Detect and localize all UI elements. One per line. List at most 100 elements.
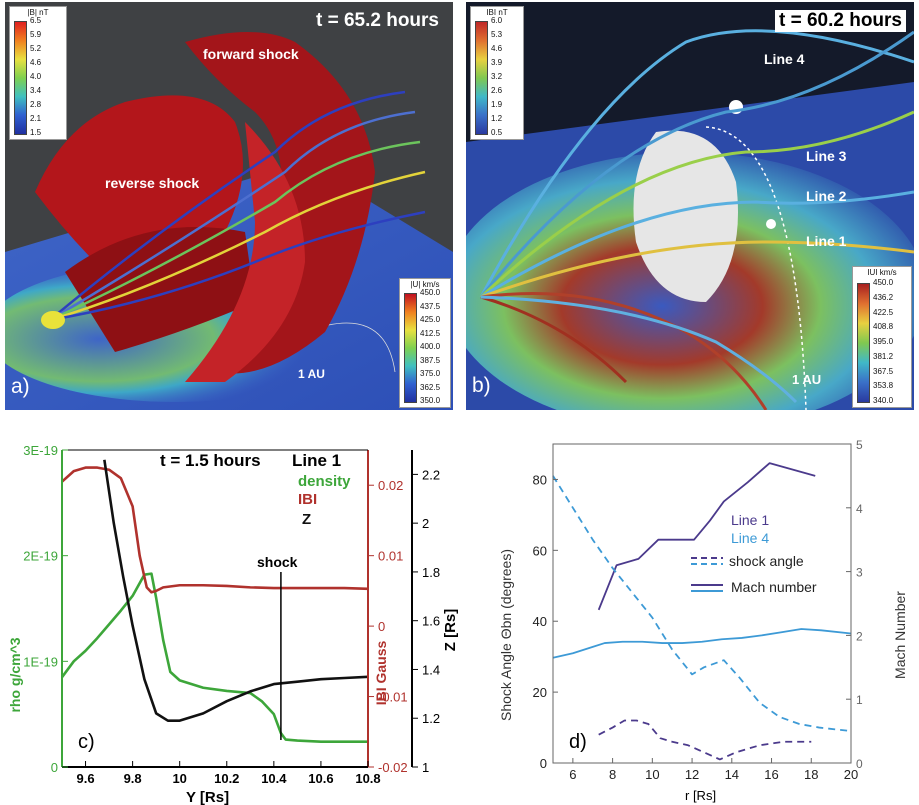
colorbar-tick-label: 5.3 — [491, 30, 503, 39]
line-2-label: Line 2 — [806, 188, 847, 204]
panel-a-u-colorbar: |U| km/s 450.0 437.5 425.0 412.5 400.0 387.5 3… — [399, 278, 451, 408]
panel-a-scene — [5, 32, 453, 410]
y-left-tick-label: 40 — [533, 614, 547, 629]
legend-b: IBI — [298, 491, 317, 508]
colorbar-tick-label: 340.0 — [873, 396, 894, 405]
y2-tick-label: 0.01 — [378, 549, 403, 564]
x-tick-label: 10.6 — [308, 771, 333, 786]
colorbar-tick-label: 425.0 — [420, 315, 441, 324]
legend-shock-angle: shock angle — [729, 553, 804, 569]
panel-b-scene — [466, 29, 914, 410]
forward-shock-label: forward shock — [203, 46, 299, 62]
colorbar-tick-label: 4.6 — [30, 58, 42, 67]
y-right-tick-label: 1 — [856, 693, 863, 707]
colorbar-tick-label: 367.5 — [873, 366, 894, 376]
y2-tick-label: -0.02 — [378, 760, 408, 775]
colorbar-gradient — [14, 21, 27, 135]
y2-tick-label: 0.02 — [378, 478, 403, 493]
colorbar-tick-label: 353.8 — [873, 381, 894, 391]
x-tick-label: 10.4 — [261, 771, 287, 786]
panel-b-b-colorbar: IBI nT 6.0 5.3 4.6 3.9 3.2 2.6 1.9 1.2 0.5 — [470, 6, 524, 140]
y-left-tick-label: 80 — [533, 472, 547, 487]
colorbar-tick-label: 381.2 — [873, 351, 894, 361]
legend-line-1: Line 1 — [731, 512, 769, 528]
y3-tick-label: 1.4 — [422, 662, 440, 677]
y-right-tick-label: 2 — [856, 629, 863, 643]
panel-c-chart: 9.6 9.8 10 10.2 10.4 10.6 10.801E-192E-193E-19… — [7, 443, 459, 805]
colorbar-tick-label: 2.6 — [491, 86, 503, 95]
colorbar-tick-label: 437.5 — [420, 301, 441, 311]
panel-a-time-label: t = 65.2 hours — [315, 10, 439, 31]
plot-frame — [552, 443, 852, 764]
x-tick-label: 8 — [609, 767, 616, 782]
y3-tick-label: 2 — [422, 516, 429, 531]
colorbar-tick-label: 1.9 — [491, 100, 503, 109]
colorbar-title: |B| nT — [27, 8, 49, 17]
line4-shock-angle-line — [552, 475, 852, 732]
colorbar-tick-label: 5.9 — [30, 30, 42, 39]
y1-tick-label: 2E-19 — [23, 549, 58, 564]
y2-tick-label: -0.01 — [378, 690, 408, 705]
panel-b-label: b) — [472, 374, 491, 397]
panel-a-label: a) — [11, 375, 30, 398]
legend-density: density — [298, 473, 351, 490]
colorbar-tick-label: 3.9 — [491, 58, 503, 67]
colorbar-tick-label: 3.2 — [491, 72, 503, 81]
colorbar-tick-label: 362.5 — [420, 382, 441, 392]
x-tick-label: 10.2 — [214, 771, 239, 786]
y3-tick-label: 1.6 — [422, 614, 440, 629]
x-tick-label: 9.6 — [76, 771, 94, 786]
line-4-label: Line 4 — [764, 51, 805, 67]
colorbar-tick-label: 350.0 — [420, 396, 441, 405]
panel-c-y2label: IBI Gauss — [373, 641, 389, 706]
colorbar-title: IUI km/s — [867, 268, 897, 277]
panel-c-xlabel: Y [Rs] — [186, 789, 229, 805]
y3-tick-label: 2.2 — [422, 467, 440, 482]
x-tick-label: 14 — [725, 767, 739, 782]
panel-c-series-group — [60, 459, 369, 743]
colorbar-tick-label: 6.5 — [30, 16, 42, 25]
panel-b-u-colorbar: IUI km/s 450.0 436.2 422.5 408.8 395.0 381.2 3… — [852, 266, 912, 408]
colorbar-tick-label: 400.0 — [420, 342, 441, 351]
panel-d-ylabel-right: Mach Number — [892, 591, 908, 679]
colorbar-tick-label: 412.5 — [420, 328, 441, 338]
y-right-tick-label: 3 — [856, 566, 863, 580]
panel-a-au-label: 1 AU — [298, 367, 325, 381]
x-tick-label: 9.8 — [124, 771, 142, 786]
y-left-tick-label: 60 — [533, 543, 547, 558]
colorbar-title: IBI nT — [486, 8, 508, 17]
y3-tick-label: 1.8 — [422, 565, 440, 580]
colorbar-tick-label: 436.2 — [873, 292, 894, 302]
panel-c-axes-group: 9.6 9.8 10 10.2 10.4 10.6 10.801E-192E-193E-19… — [23, 443, 440, 786]
series-z-line — [103, 459, 369, 722]
colorbar-tick-label: 3.4 — [30, 86, 42, 95]
legend-z: Z — [302, 511, 311, 528]
colorbar-gradient — [857, 283, 870, 403]
y3-tick-label: 1 — [422, 760, 429, 775]
colorbar-tick-label: 2.8 — [30, 100, 42, 109]
line1-shock-angle-line — [598, 719, 812, 761]
colorbar-tick-label: 4.6 — [491, 44, 503, 53]
x-tick-label: 12 — [685, 767, 699, 782]
line4-mach-number-line — [552, 628, 852, 659]
colorbar-tick-label: 408.8 — [873, 322, 894, 332]
colorbar-tick-label: 450.0 — [873, 278, 894, 287]
panel-c-time-label: t = 1.5 hours — [160, 451, 261, 470]
shock-label: shock — [257, 554, 298, 570]
colorbar-tick-label: 0.5 — [491, 128, 503, 137]
series-density-line — [60, 572, 368, 743]
panel-a-b-colorbar: |B| nT 6.5 5.9 5.2 4.6 4.0 3.4 2.8 2.1 1.5 — [9, 6, 67, 140]
y-right-tick-label: 4 — [856, 502, 863, 516]
line-3-label: Line 3 — [806, 148, 847, 164]
y-right-tick-label: 0 — [856, 757, 863, 771]
panel-b-au-label: 1 AU — [792, 372, 822, 387]
y-left-tick-label: 0 — [540, 756, 547, 771]
panel-b-time-label: t = 60.2 hours — [774, 10, 906, 32]
legend-mach: Mach number — [731, 579, 817, 595]
colorbar-tick-label: 387.5 — [420, 355, 441, 365]
panel-d-ylabel-left: Shock Angle Θbn (degrees) — [498, 549, 514, 721]
y1-tick-label: 3E-19 — [23, 443, 58, 458]
colorbar-tick-label: 1.5 — [30, 128, 42, 137]
panel-a-3d-render: t = 65.2 hours forward shock reverse sho… — [5, 2, 453, 410]
